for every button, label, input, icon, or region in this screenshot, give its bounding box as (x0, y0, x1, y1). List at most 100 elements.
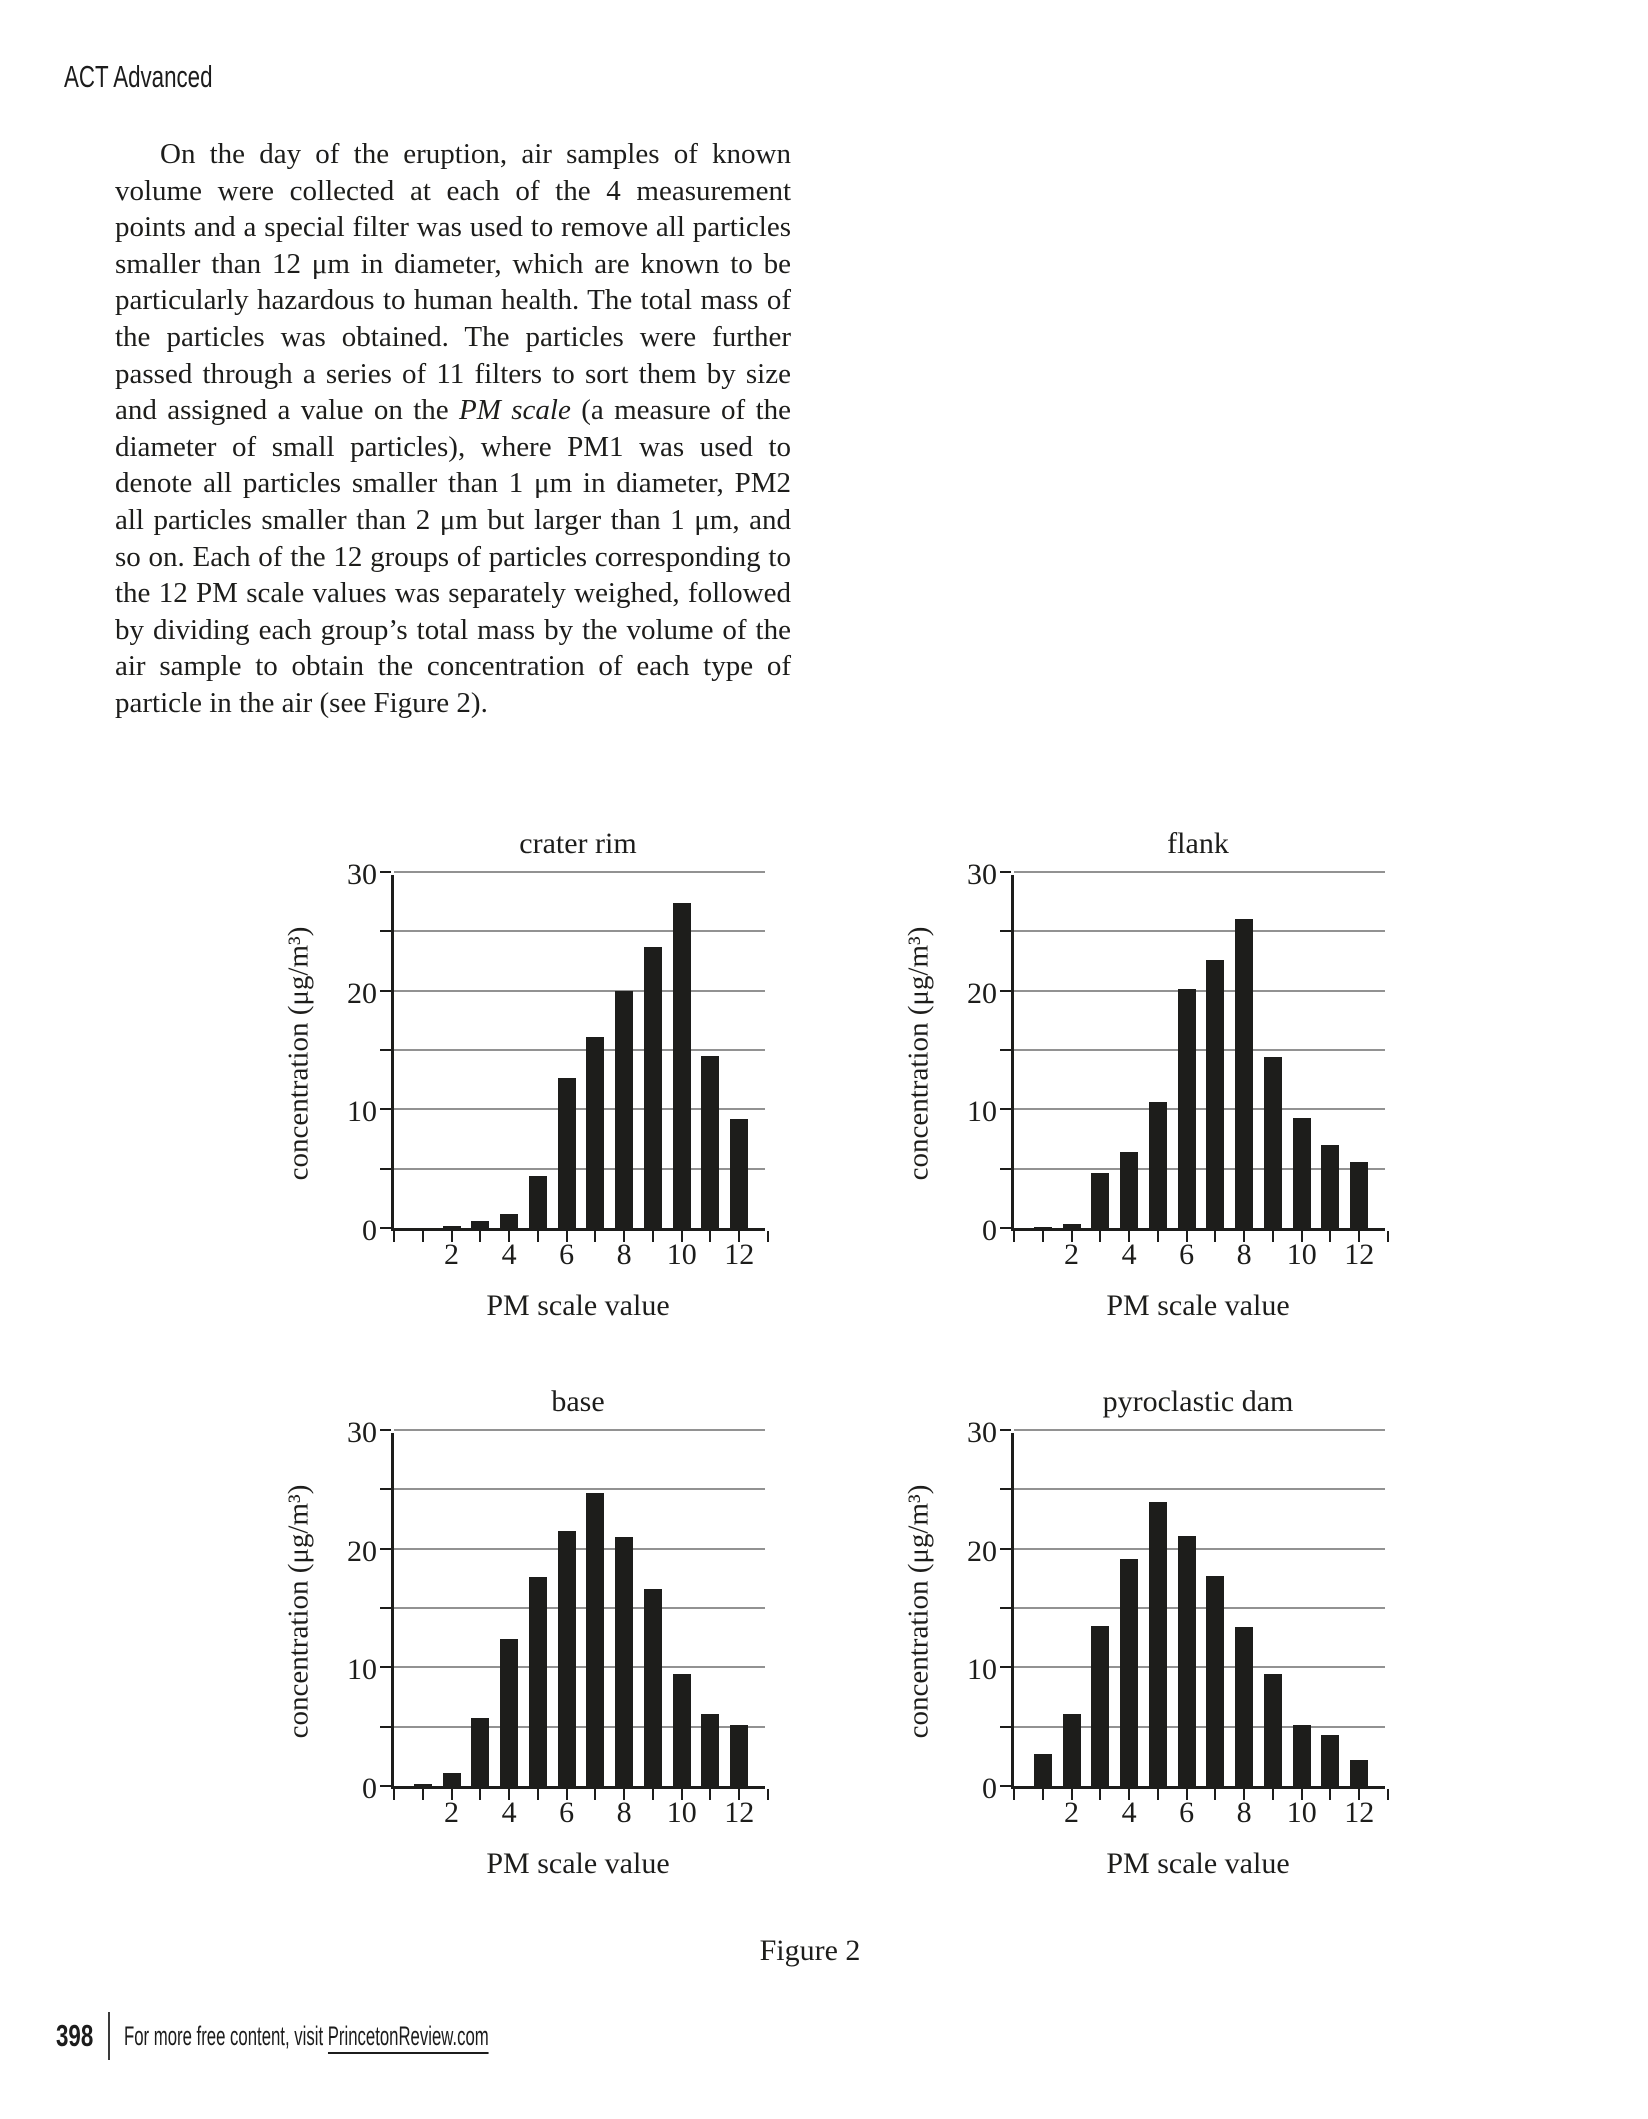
bar-pm-7 (1206, 959, 1225, 1228)
x-tick-mark (709, 1231, 712, 1242)
y-tick-mark (1000, 1227, 1011, 1229)
x-tick-mark (1013, 1789, 1015, 1800)
paragraph-text-2: (a measure of the diameter of small part… (115, 394, 791, 719)
x-tick-label: 12 (1344, 1238, 1375, 1271)
gridline (394, 1488, 765, 1491)
x-tick-mark (594, 1789, 597, 1800)
y-tick-label: 10 (967, 1653, 997, 1687)
y-tick-mark (1000, 1488, 1011, 1491)
figure-caption: Figure 2 (759, 1934, 861, 1967)
y-tick-mark (1000, 1429, 1011, 1431)
y-tick-mark (380, 1547, 391, 1550)
princeton-review-link[interactable]: PrincetonReview.com (327, 2020, 489, 2054)
x-tick-labels: 2 4 6 8 10 12 (1014, 1795, 1388, 1833)
x-tick-mark (1329, 1789, 1332, 1800)
x-tick-mark (450, 1231, 453, 1242)
y-tick-mark (380, 1227, 391, 1229)
x-tick-mark (623, 1789, 626, 1800)
x-tick-label: 10 (666, 1796, 697, 1829)
bar-pm-11 (1321, 1144, 1340, 1228)
y-tick-mark (1000, 1607, 1011, 1609)
bar-pm-3 (471, 1718, 490, 1786)
y-tick-mark (380, 1488, 391, 1491)
y-tick-mark (1000, 989, 1011, 992)
x-tick-mark (1185, 1789, 1188, 1800)
x-tick-mark (767, 1789, 769, 1800)
bar-pm-6 (557, 1530, 576, 1786)
gridline (1014, 1607, 1385, 1609)
bar-pm-4 (1120, 1559, 1139, 1786)
gridline (1014, 1108, 1385, 1111)
x-tick-label: 4 (1121, 1796, 1137, 1829)
plot-area (1000, 1429, 1389, 1800)
x-tick-label: 10 (1286, 1238, 1317, 1271)
x-tick-mark (1329, 1231, 1332, 1242)
y-tick-mark (1000, 871, 1011, 873)
x-tick-mark (1387, 1789, 1389, 1800)
bar-pm-12 (1350, 1759, 1369, 1786)
x-tick-mark (1214, 1789, 1217, 1800)
x-tick-mark (1013, 1231, 1015, 1242)
page-number: 398 (56, 2018, 94, 2053)
gridline (394, 930, 765, 933)
bar-pm-5 (1148, 1502, 1167, 1786)
gridline (1014, 1429, 1385, 1431)
gridline (1014, 1666, 1385, 1669)
x-tick-label: 6 (1179, 1238, 1195, 1271)
x-tick-label: 4 (501, 1238, 517, 1271)
gridline (394, 1547, 765, 1550)
x-tick-mark (479, 1231, 482, 1242)
bar-pm-1 (413, 1783, 432, 1786)
bar-pm-8 (1235, 919, 1254, 1228)
x-tick-mark (1358, 1231, 1361, 1242)
y-tick-label: 30 (967, 858, 997, 891)
y-tick-mark (1000, 1785, 1011, 1787)
y-tick-label: 20 (347, 976, 377, 1010)
x-tick-mark (421, 1789, 424, 1800)
bar-pm-11 (1321, 1734, 1340, 1786)
bar-pm-7 (586, 1492, 605, 1786)
bar-pm-8 (615, 990, 634, 1228)
x-tick-mark (450, 1789, 453, 1800)
x-tick-label: 10 (666, 1238, 697, 1271)
x-tick-mark (536, 1231, 539, 1242)
x-tick-mark (1156, 1231, 1159, 1242)
y-tick-label: 0 (362, 1772, 377, 1805)
y-tick-labels: 0 10 20 30 (890, 859, 997, 1247)
x-tick-mark (1271, 1789, 1274, 1800)
y-tick-label: 20 (967, 1534, 997, 1568)
bar-pm-3 (1091, 1625, 1110, 1786)
x-tick-mark (1387, 1231, 1389, 1242)
gridline (394, 871, 765, 873)
y-tick-label: 30 (347, 858, 377, 891)
bar-pm-6 (1177, 989, 1196, 1228)
y-tick-mark (380, 1666, 391, 1669)
x-tick-mark (508, 1789, 511, 1800)
x-tick-mark (565, 1789, 568, 1800)
x-tick-label: 8 (1236, 1796, 1252, 1829)
x-tick-mark (1128, 1789, 1131, 1800)
y-tick-label: 10 (347, 1653, 377, 1687)
x-tick-mark (623, 1231, 626, 1242)
y-tick-mark (1000, 1167, 1011, 1170)
x-tick-mark (1185, 1231, 1188, 1242)
x-tick-mark (565, 1231, 568, 1242)
x-tick-mark (1271, 1231, 1274, 1242)
y-tick-labels: 0 10 20 30 (270, 1417, 377, 1805)
intro-paragraph: On the day of the eruption, air samples … (115, 136, 791, 722)
x-tick-mark (1041, 1231, 1044, 1242)
x-axis-title: PM scale value (1106, 1289, 1290, 1322)
bar-pm-9 (1263, 1674, 1282, 1786)
x-tick-label: 2 (444, 1796, 460, 1829)
gridline (1014, 1049, 1385, 1051)
x-tick-mark (738, 1231, 741, 1242)
footer-divider (107, 2012, 110, 2060)
plot-area (380, 1429, 769, 1800)
x-tick-labels: 2 4 6 8 10 12 (394, 1795, 768, 1833)
x-axis-title: PM scale value (486, 1289, 670, 1322)
x-tick-mark (1099, 1789, 1102, 1800)
bar-pm-2 (442, 1772, 461, 1786)
chart-title: flank (1167, 827, 1229, 860)
